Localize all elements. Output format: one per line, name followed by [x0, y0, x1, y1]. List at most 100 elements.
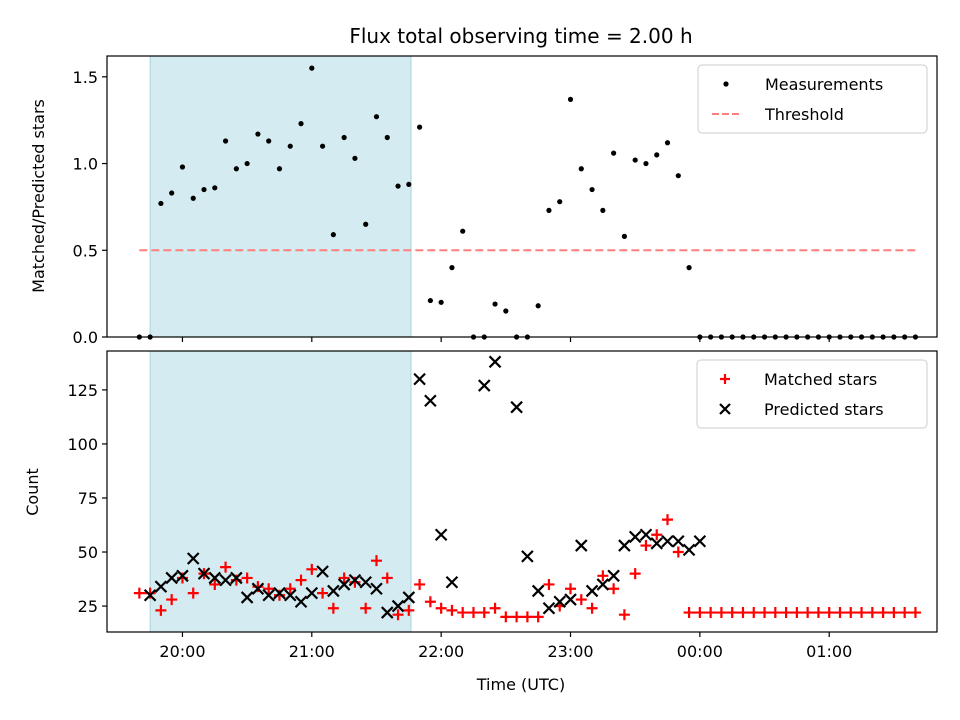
matched-star-point [888, 607, 900, 619]
matched-star-point [489, 602, 501, 614]
measurement-point [158, 200, 164, 207]
top-panel: Matched/Predicted stars 0.0 0.5 1.0 1.5 Meas… [29, 55, 938, 347]
predicted-star-point [575, 539, 588, 552]
measurement-point [438, 299, 444, 305]
matched-star-point [414, 578, 426, 590]
x-tick-label: 23:00 [547, 642, 593, 661]
matched-star-point [608, 583, 620, 595]
predicted-star-point [305, 586, 319, 600]
y-tick-label: 1.5 [73, 68, 98, 87]
measurement-point [427, 297, 433, 304]
matched-star-point [909, 607, 921, 619]
predicted-star-point [585, 584, 599, 598]
matched-star-point [166, 594, 178, 606]
bottom-plot-area: 25 50 75 100 125 20:00 21:00 22:00 23:00 00:00 01:… [67, 350, 938, 661]
predicted-star-point [327, 584, 340, 598]
observing-window-span [149, 55, 412, 338]
predicted-star-point [413, 372, 426, 386]
matched-star-point [338, 572, 350, 584]
measurement-point [654, 152, 660, 158]
matched-star-point [780, 607, 792, 619]
matched-star-point [392, 609, 404, 621]
predicted-star-point [445, 576, 459, 589]
predicted-star-point [391, 599, 405, 613]
matched-star-point [672, 546, 684, 558]
measurement-point [492, 301, 498, 307]
predicted-star-point [262, 588, 275, 602]
legend-label-threshold: Threshold [764, 105, 844, 124]
measurement-point [460, 228, 466, 234]
measurement-point [169, 190, 175, 196]
measurement-point [557, 199, 563, 205]
predicted-star-point [176, 569, 189, 583]
matched-star-point [737, 607, 749, 619]
matched-star-point [306, 563, 318, 575]
predicted-star-point [488, 355, 502, 369]
matched-star-point [209, 578, 221, 590]
legend-label-matched-stars: Matched stars [764, 370, 877, 389]
measurement-point [503, 308, 509, 314]
predicted-star-point [521, 550, 534, 563]
predicted-star-point [531, 584, 545, 598]
legend-marker-matched-stars [720, 374, 730, 384]
matched-star-point [295, 574, 307, 586]
predicted-star-point [672, 534, 685, 548]
predicted-star-point [434, 528, 448, 542]
matched-star-point [823, 607, 835, 619]
predicted-star-point [197, 567, 211, 580]
predicted-star-point [477, 379, 491, 392]
x-tick-label: 21:00 [289, 642, 335, 661]
predicted-star-point [143, 588, 157, 602]
y-tick-label: 0.0 [73, 328, 98, 347]
top-y-axis-label: Matched/Predicted stars [29, 99, 48, 293]
predicted-star-point [273, 586, 286, 600]
matched-star-point [435, 602, 447, 614]
matched-star-point [586, 602, 598, 614]
y-tick-label: 100 [67, 435, 98, 454]
measurement-point [535, 303, 541, 309]
predicted-star-point [294, 595, 308, 609]
y-tick-label: 25 [78, 597, 98, 616]
measurement-point [449, 265, 455, 271]
matched-star-point [726, 607, 738, 619]
measurement-point [309, 65, 315, 71]
predicted-star-point [230, 571, 243, 585]
y-tick-label: 1.0 [73, 155, 98, 174]
matched-star-point [446, 604, 458, 616]
measurement-point [330, 232, 336, 238]
matched-star-point [683, 607, 695, 619]
measurement-point [201, 186, 207, 193]
matched-star-point [651, 529, 663, 541]
measurement-point [341, 134, 347, 141]
matched-star-point [629, 568, 641, 580]
matched-star-point [565, 583, 577, 595]
top-plot-area: 0.0 0.5 1.0 1.5 Measurements Threshold [73, 55, 938, 347]
predicted-star-point [553, 595, 567, 609]
matched-star-point [360, 602, 372, 614]
matched-star-point [327, 602, 339, 614]
matched-star-point [662, 514, 674, 526]
matched-star-point [705, 607, 717, 619]
matched-star-point [694, 607, 706, 619]
matched-star-point [457, 607, 469, 619]
measurement-point [416, 124, 423, 130]
measurement-point [298, 121, 304, 127]
measurement-point [212, 185, 218, 191]
predicted-star-point [165, 571, 178, 585]
matched-star-point [618, 609, 630, 621]
matched-star-point [521, 611, 533, 623]
predicted-star-point [240, 591, 254, 604]
x-tick-label: 22:00 [418, 642, 464, 661]
measurement-point [287, 143, 293, 149]
matched-star-point [187, 587, 199, 599]
predicted-star-point [316, 565, 329, 578]
bottom-panel: Count 25 50 75 100 125 20:00 21:00 22:00 23:00 00… [23, 350, 938, 661]
legend-box [696, 359, 928, 429]
matched-star-point [500, 611, 512, 623]
predicted-star-point [510, 400, 523, 414]
matched-star-point [802, 607, 814, 619]
y-tick-label: 0.5 [73, 241, 98, 260]
predicted-star-point [693, 534, 707, 548]
matched-star-point [263, 583, 275, 595]
measurement-point [686, 265, 692, 271]
